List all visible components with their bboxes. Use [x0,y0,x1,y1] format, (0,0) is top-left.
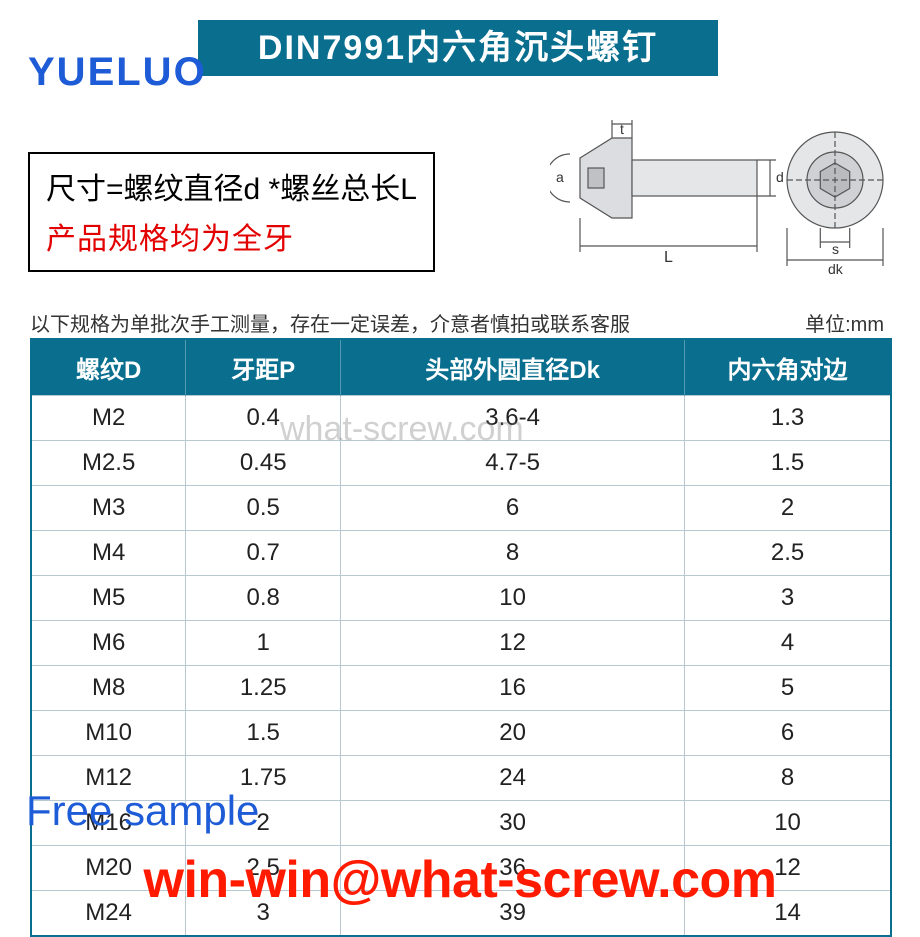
table-cell: M3 [31,486,186,531]
table-cell: 5 [685,666,891,711]
table-cell: 10 [341,576,685,621]
table-cell: 8 [685,756,891,801]
description-box: 尺寸=螺纹直径d *螺丝总长L 产品规格均为全牙 [28,152,435,272]
table-cell: 1.5 [186,711,341,756]
table-cell: 0.8 [186,576,341,621]
table-cell: M10 [31,711,186,756]
title-bar: DIN7991内六角沉头螺钉 [198,20,718,76]
table-row: M50.8103 [31,576,891,621]
table-cell: 1 [186,621,341,666]
col-header-dk: 头部外圆直径Dk [341,339,685,396]
table-cell: 1.5 [685,441,891,486]
table-cell: 0.4 [186,396,341,441]
table-cell: 4 [685,621,891,666]
table-row: M40.782.5 [31,531,891,576]
table-cell: 4.7-5 [341,441,685,486]
spec-table: 螺纹D 牙距P 头部外圆直径Dk 内六角对边 M20.43.6-41.3M2.5… [30,338,892,937]
brand-logo: YUELUO [28,50,207,95]
table-row: M101.5206 [31,711,891,756]
table-cell: 2 [685,486,891,531]
table-cell: 1.25 [186,666,341,711]
table-cell: M2.5 [31,441,186,486]
table-cell: 20 [341,711,685,756]
desc-line-1: 尺寸=螺纹直径d *螺丝总长L [46,164,417,208]
table-cell: 24 [341,756,685,801]
table-cell: 10 [685,801,891,846]
diagram-label-s: s [832,241,839,257]
col-header-hex: 内六角对边 [685,339,891,396]
table-cell: 3.6-4 [341,396,685,441]
screw-diagram: t a d L s dk [550,118,900,283]
table-row: M20.43.6-41.3 [31,396,891,441]
table-row: M81.25165 [31,666,891,711]
table-cell: 6 [685,711,891,756]
diagram-label-a: a [556,169,564,185]
table-cell: 0.7 [186,531,341,576]
col-header-pitch: 牙距P [186,339,341,396]
title-text: DIN7991内六角沉头螺钉 [258,29,658,67]
table-cell: 16 [341,666,685,711]
table-cell: 12 [341,621,685,666]
diagram-label-dk: dk [828,261,844,277]
table-cell: M5 [31,576,186,621]
diagram-label-L: L [664,249,673,266]
free-sample-text: Free sample [26,787,259,835]
table-cell: M8 [31,666,186,711]
table-cell: M6 [31,621,186,666]
table-row: M61124 [31,621,891,666]
table-cell: M4 [31,531,186,576]
diagram-label-d: d [776,169,784,185]
table-cell: 30 [341,801,685,846]
table-header-row: 螺纹D 牙距P 头部外圆直径Dk 内六角对边 [31,339,891,396]
table-cell: 3 [685,576,891,621]
table-row: M2.50.454.7-51.5 [31,441,891,486]
table-cell: 1.3 [685,396,891,441]
diagram-label-t: t [620,121,624,137]
table-cell: 8 [341,531,685,576]
measurement-note: 以下规格为单批次手工测量，存在一定误差，介意者慎拍或联系客服 [30,308,890,337]
col-header-thread: 螺纹D [31,339,186,396]
table-row: M30.562 [31,486,891,531]
table-cell: M2 [31,396,186,441]
desc-line-2: 产品规格均为全牙 [46,214,417,258]
table-cell: 2.5 [685,531,891,576]
table-cell: 0.5 [186,486,341,531]
unit-label: 单位:mm [805,308,884,337]
contact-email: win-win@what-screw.com [0,850,920,910]
table-cell: 0.45 [186,441,341,486]
table-cell: 6 [341,486,685,531]
